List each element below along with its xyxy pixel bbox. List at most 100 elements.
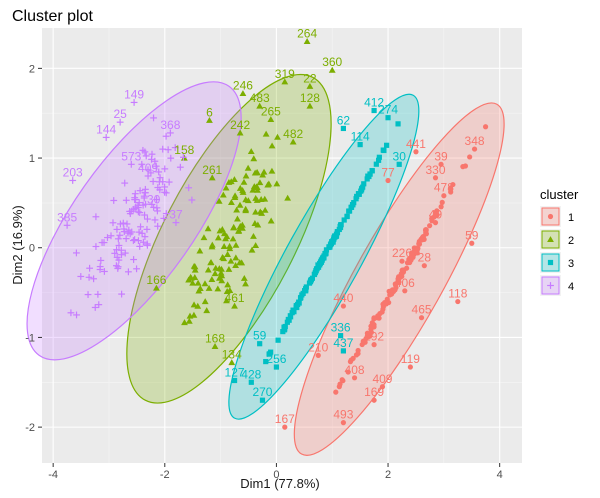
point-label: 226 (392, 246, 412, 260)
data-point (181, 319, 188, 326)
data-point (219, 254, 226, 260)
data-point (547, 282, 554, 289)
data-point (404, 260, 411, 266)
data-point (244, 164, 252, 171)
point-label: 192 (364, 330, 384, 344)
data-point (69, 177, 77, 184)
point-label: 412 (364, 96, 384, 110)
data-point (130, 99, 138, 106)
legend-label: 3 (568, 258, 574, 270)
data-point (139, 238, 147, 246)
data-point (92, 243, 100, 250)
point-label: 128 (300, 91, 320, 105)
data-point (84, 291, 92, 298)
data-point (156, 174, 164, 182)
data-point (249, 186, 257, 193)
data-point (547, 259, 554, 266)
point-label: 264 (297, 26, 317, 40)
data-point (94, 290, 102, 298)
point-label: 242 (230, 118, 250, 132)
data-point (236, 201, 244, 208)
data-point (125, 226, 133, 234)
data-point (415, 245, 421, 251)
data-point (377, 311, 383, 317)
data-point (264, 181, 272, 188)
data-point (306, 82, 314, 89)
data-point (368, 329, 374, 335)
data-point (229, 235, 237, 242)
data-point (208, 276, 216, 283)
data-point (208, 174, 216, 181)
data-point (119, 219, 127, 227)
data-point (204, 266, 212, 273)
data-point (253, 169, 261, 176)
data-point (257, 341, 263, 347)
cluster-ellipse-4 (26, 81, 242, 361)
point-label: 274 (378, 103, 398, 117)
data-point (418, 315, 425, 321)
point-label: 168 (205, 331, 225, 345)
data-point (355, 347, 361, 354)
data-point (252, 194, 260, 201)
data-point (139, 146, 147, 154)
data-point (427, 223, 433, 229)
data-point (267, 116, 275, 123)
data-point (308, 277, 314, 283)
data-point (338, 333, 344, 339)
data-point (190, 262, 198, 269)
data-point (423, 227, 429, 233)
data-point (399, 258, 405, 264)
data-point (164, 146, 172, 154)
data-point (142, 152, 150, 160)
data-point (395, 276, 402, 282)
data-point (432, 175, 439, 181)
data-point (124, 268, 132, 276)
data-point (226, 245, 234, 252)
point-label: 336 (331, 321, 351, 335)
data-point (233, 206, 241, 213)
data-point (132, 196, 139, 203)
data-point (236, 259, 244, 266)
data-point (63, 221, 71, 229)
point-label: 408 (345, 363, 365, 377)
data-point (216, 227, 224, 234)
point-label: 256 (266, 352, 286, 366)
data-point (275, 337, 281, 343)
point-label: 493 (333, 408, 353, 422)
data-point (438, 161, 444, 167)
data-point (247, 148, 255, 155)
data-point (142, 189, 149, 197)
data-point (353, 352, 360, 358)
data-point (258, 209, 266, 216)
data-point (455, 298, 461, 305)
data-point (185, 184, 193, 192)
data-point (357, 141, 363, 148)
data-point (341, 217, 347, 223)
point-label: 118 (448, 287, 467, 301)
data-point (227, 178, 235, 185)
data-point (162, 210, 170, 217)
y-axis-title: Dim2 (16.9%) (10, 205, 25, 284)
data-point (97, 257, 105, 264)
data-point (371, 322, 377, 328)
data-point (268, 167, 276, 174)
point-label: 440 (333, 291, 353, 305)
data-point (219, 191, 227, 198)
data-point (256, 179, 264, 186)
data-point (282, 323, 288, 330)
data-point (303, 38, 311, 45)
data-point (217, 269, 225, 276)
data-point (151, 216, 159, 224)
data-point (421, 263, 427, 269)
point-label: 406 (395, 276, 415, 290)
data-point (385, 177, 391, 184)
point-label: 169 (364, 385, 384, 399)
data-point (185, 276, 193, 283)
data-point (116, 231, 124, 239)
point-label: 573 (121, 149, 141, 163)
data-point (138, 229, 146, 237)
data-point (336, 226, 342, 233)
data-point (115, 242, 123, 249)
data-point (291, 309, 297, 315)
